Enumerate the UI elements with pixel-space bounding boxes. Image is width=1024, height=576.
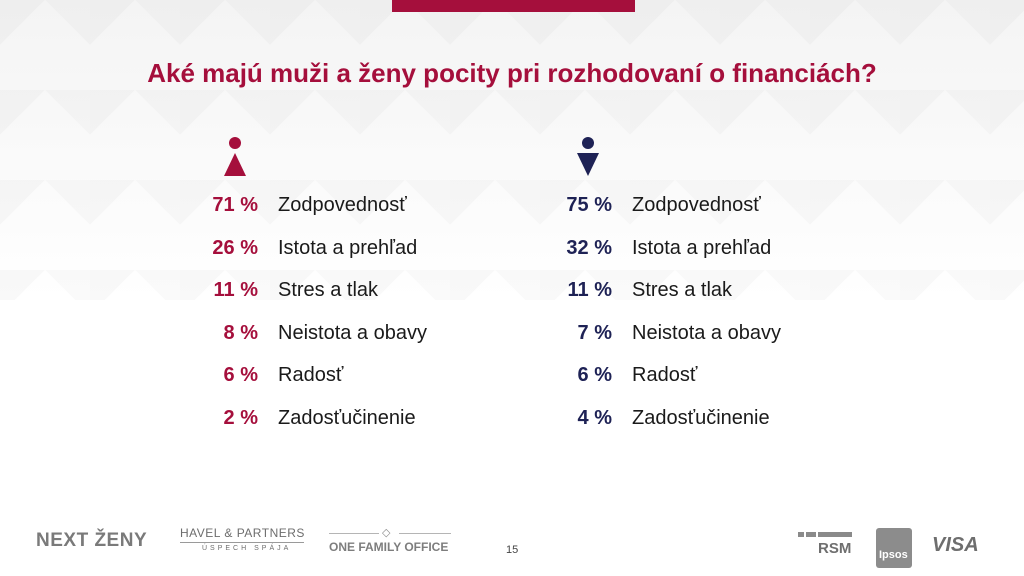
feeling-label: Neistota a obavy (278, 321, 427, 344)
percent-value: 11 % (567, 279, 612, 302)
visa-logo: VISA (932, 534, 979, 556)
slide-title: Aké majú muži a ženy pocity pri rozhodov… (147, 58, 877, 88)
feeling-label: Zodpovednosť (278, 194, 407, 216)
feeling-label: Stres a tlak (278, 279, 379, 302)
percent-value: 11 % (213, 279, 258, 302)
feeling-label: Zadosťučinenie (632, 406, 770, 429)
feeling-label: Stres a tlak (632, 279, 733, 302)
feeling-label: Radosť (278, 364, 344, 387)
percent-value: 75 % (566, 194, 612, 216)
feeling-label: Neistota a obavy (632, 321, 781, 344)
top-accent-bar (392, 0, 635, 12)
percent-value: 7 % (577, 321, 612, 344)
percent-value: 8 % (223, 321, 258, 344)
percent-value: 6 % (577, 364, 612, 387)
percent-value: 32 % (566, 236, 612, 259)
havel-partners-subtitle: ÚSPECH SPÁJA (202, 545, 292, 552)
diamond-icon: ◇ (382, 527, 391, 539)
havel-partners-title: HAVEL & PARTNERS (180, 526, 305, 540)
percent-value: 6 % (223, 364, 258, 387)
feeling-label: Zodpovednosť (632, 194, 761, 216)
ipsos-logo: Ipsos (876, 528, 912, 568)
male-icon (577, 137, 599, 179)
rsm-text: RSM (818, 540, 852, 557)
percent-value: 4 % (577, 406, 612, 429)
ipsos-text: Ipsos (879, 549, 908, 561)
feeling-label: Istota a prehľad (278, 236, 418, 259)
percent-value: 71 % (212, 194, 258, 216)
one-family-office-text: ONE FAMILY OFFICE (329, 540, 449, 554)
footer: NEXT ŽENY HAVEL & PARTNERS ÚSPECH SPÁJA … (0, 520, 1024, 576)
rsm-logo: RSM (798, 532, 856, 562)
female-icon (224, 137, 246, 179)
background-pattern (0, 0, 1024, 300)
feeling-label: Radosť (632, 364, 698, 387)
feeling-label: Zadosťučinenie (278, 406, 416, 429)
feeling-label: Istota a prehľad (632, 236, 772, 259)
next-zeny-logo: NEXT ŽENY (36, 530, 148, 551)
percent-value: 26 % (212, 236, 258, 259)
page-number: 15 (506, 544, 519, 556)
havel-partners-logo: HAVEL & PARTNERS ÚSPECH SPÁJA (180, 526, 304, 552)
percent-value: 2 % (223, 406, 258, 429)
